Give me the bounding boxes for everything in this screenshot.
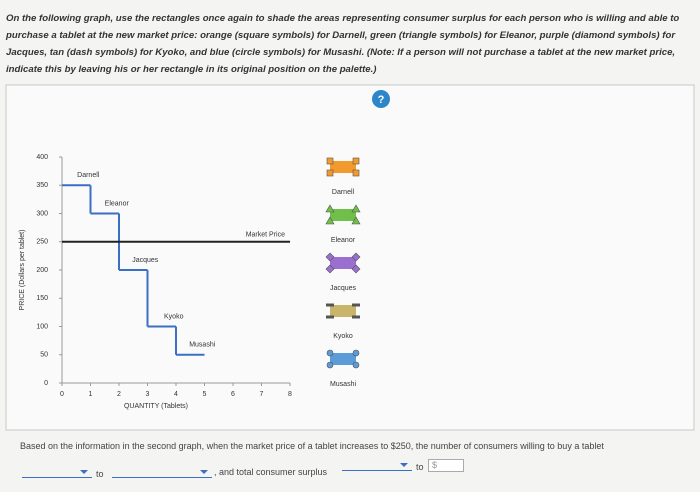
instructions: On the following graph, use the rectangl… (6, 10, 686, 78)
step-label: Jacques (132, 257, 159, 264)
x-tick-label: 5 (203, 391, 207, 398)
handle (326, 169, 334, 177)
step-label: Darnell (77, 172, 100, 179)
handle (352, 303, 360, 307)
question-text: Based on the information in the second g… (20, 441, 604, 451)
handle (326, 303, 334, 307)
x-tick-label: 0 (60, 391, 64, 398)
y-tick-label: 100 (36, 323, 48, 330)
text: If a person will (394, 47, 467, 58)
handle (325, 204, 335, 213)
x-tick-label: 7 (260, 391, 264, 398)
help-button[interactable] (372, 90, 390, 108)
handle (351, 252, 361, 262)
step-label: Eleanor (105, 200, 130, 207)
palette-label: Eleanor (331, 237, 356, 244)
x-tick-label: 3 (146, 391, 150, 398)
to-text: to (96, 469, 104, 479)
emphasis: not (466, 47, 482, 58)
palette-label: Musashi (330, 381, 357, 388)
palette-label: Jacques (330, 285, 357, 292)
question-text: , and total consumer surplus (214, 467, 328, 477)
y-tick-label: 250 (36, 239, 48, 246)
handle (351, 216, 361, 225)
y-tick-label: 350 (36, 182, 48, 189)
help-label[interactable]: ? (378, 94, 385, 106)
dropdown[interactable] (22, 467, 92, 478)
x-tick-label: 6 (231, 391, 235, 398)
y-tick-label: 300 (36, 210, 48, 217)
handle (326, 157, 334, 165)
handle (352, 169, 360, 177)
text: purchase a tablet at the new market pric… (6, 47, 676, 75)
y-tick-label: 150 (36, 295, 48, 302)
y-tick-label: 200 (36, 267, 48, 274)
x-tick-label: 2 (117, 391, 121, 398)
x-tick-label: 8 (288, 391, 292, 398)
handle (351, 204, 361, 213)
handle (326, 315, 334, 319)
handle (351, 264, 361, 274)
palette-label: Darnell (332, 189, 355, 196)
handle (352, 157, 360, 165)
y-tick-label: 0 (44, 380, 48, 387)
x-axis-label: QUANTITY (Tablets) (124, 403, 188, 410)
x-tick-label: 1 (89, 391, 93, 398)
handle (352, 349, 360, 357)
market-price-label: Market Price (246, 232, 285, 239)
palette-rectangle[interactable] (330, 305, 356, 317)
step-label: Musashi (189, 342, 216, 349)
palette-rectangle[interactable] (330, 161, 356, 173)
step-label: Kyoko (164, 313, 184, 320)
handle (325, 252, 335, 262)
palette-rectangle[interactable] (330, 353, 356, 365)
input-box[interactable]: $ (428, 459, 464, 472)
handle (326, 361, 334, 369)
palette-label: Kyoko (333, 333, 353, 340)
handle (326, 349, 334, 357)
note: Note: (370, 47, 395, 58)
palette-rectangle[interactable] (330, 257, 356, 269)
handle (325, 216, 335, 225)
to-text: to (416, 462, 424, 472)
y-tick-label: 400 (36, 154, 48, 161)
handle (352, 361, 360, 369)
dropdown[interactable] (342, 460, 412, 471)
handle (325, 264, 335, 274)
dropdown[interactable] (112, 467, 212, 478)
y-axis-label: PRICE (Dollars per tablet) (19, 230, 26, 311)
x-tick-label: 4 (174, 391, 178, 398)
handle (352, 315, 360, 319)
y-tick-label: 50 (40, 352, 48, 359)
text: On the following graph, use the rectangl… (6, 13, 680, 58)
palette-rectangle[interactable] (330, 209, 356, 221)
